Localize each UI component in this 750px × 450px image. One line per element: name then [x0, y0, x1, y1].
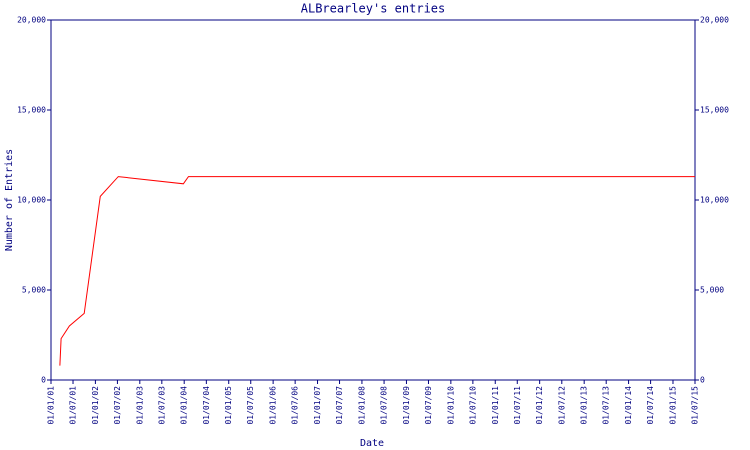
y-tick-label: 5,000: [22, 286, 46, 295]
y-tick-label: 15,000: [17, 106, 46, 115]
x-tick-label: 01/07/06: [291, 386, 300, 425]
x-tick-label: 01/07/08: [380, 386, 389, 425]
x-tick-label: 01/01/02: [91, 386, 100, 425]
y-axis-label: Number of Entries: [4, 149, 15, 251]
x-tick-label: 01/07/15: [691, 386, 700, 425]
y2-tick-label: 20,000: [700, 16, 729, 25]
y2-tick-label: 5,000: [700, 286, 724, 295]
x-tick-label: 01/07/04: [202, 386, 211, 425]
x-tick-label: 01/07/02: [113, 386, 122, 425]
x-tick-label: 01/07/09: [424, 386, 433, 425]
x-tick-label: 01/01/10: [446, 386, 455, 425]
x-axis-label: Date: [360, 438, 384, 449]
x-tick-label: 01/01/14: [624, 386, 633, 425]
x-tick-label: 01/01/15: [668, 386, 677, 425]
x-tick-label: 01/07/03: [157, 386, 166, 425]
x-tick-label: 01/07/05: [246, 386, 255, 425]
x-tick-label: 01/07/10: [468, 386, 477, 425]
x-tick-label: 01/01/07: [313, 386, 322, 425]
x-tick-label: 01/01/01: [47, 386, 56, 425]
x-tick-label: 01/01/09: [402, 386, 411, 425]
y-tick-label: 0: [41, 376, 46, 385]
x-tick-label: 01/07/14: [646, 386, 655, 425]
x-tick-label: 01/07/11: [513, 386, 522, 425]
x-tick-label: 01/01/08: [357, 386, 366, 425]
x-tick-label: 01/01/03: [135, 386, 144, 425]
x-tick-label: 01/07/13: [602, 386, 611, 425]
y2-tick-label: 0: [700, 376, 705, 385]
x-tick-label: 01/01/12: [535, 386, 544, 425]
y-tick-label: 20,000: [17, 16, 46, 25]
x-tick-label: 01/01/05: [224, 386, 233, 425]
data-line: [59, 176, 695, 366]
y2-tick-label: 15,000: [700, 106, 729, 115]
x-tick-label: 01/01/06: [269, 386, 278, 425]
x-tick-label: 01/07/07: [335, 386, 344, 425]
y-tick-label: 10,000: [17, 196, 46, 205]
x-tick-label: 01/01/11: [491, 386, 500, 425]
chart-title: ALBrearley's entries: [301, 2, 446, 16]
y2-tick-label: 10,000: [700, 196, 729, 205]
x-tick-label: 01/07/12: [557, 386, 566, 425]
x-tick-label: 01/01/13: [580, 386, 589, 425]
x-tick-label: 01/07/01: [69, 386, 78, 425]
x-tick-label: 01/01/04: [180, 386, 189, 425]
